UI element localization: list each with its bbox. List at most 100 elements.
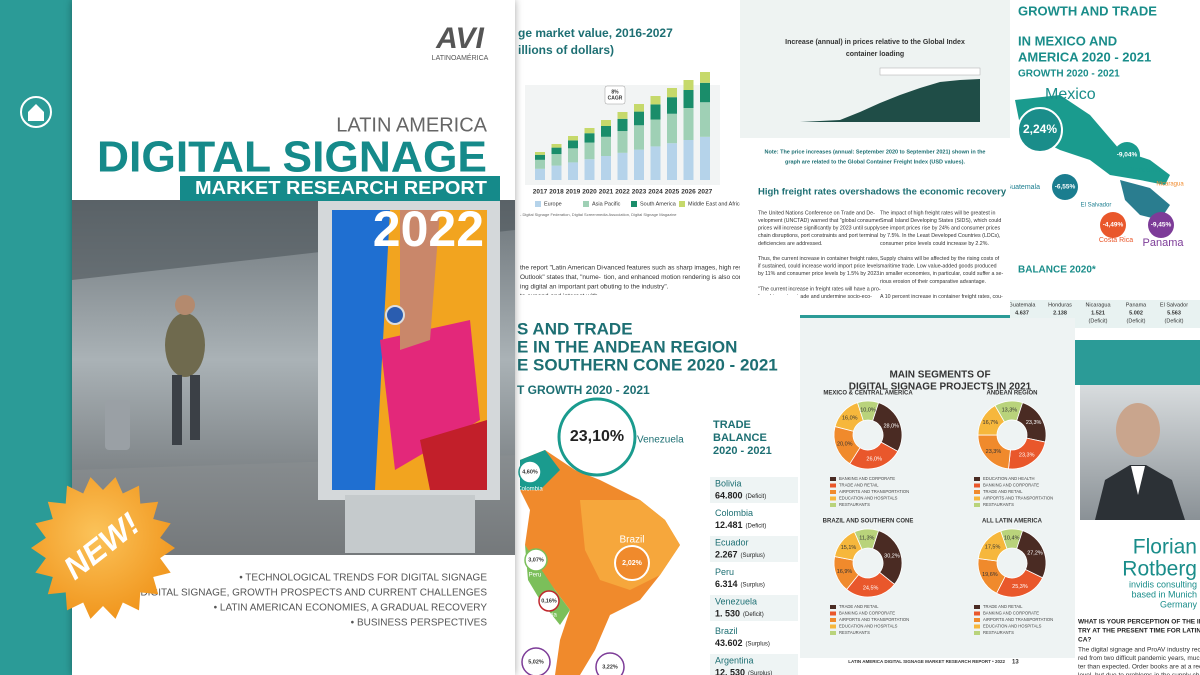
year-label: 2021 <box>599 189 614 196</box>
donut-label: 16,9% <box>837 569 853 575</box>
body-text: rious erosion of their comparative advan… <box>880 279 986 285</box>
balance-amount: 2.138 <box>1053 310 1067 316</box>
donut-segment <box>1000 528 1024 550</box>
bar-segment <box>683 108 694 140</box>
question: TRY AT THE PRESENT TIME FOR LATIN AMERI- <box>1078 628 1200 635</box>
legend-swatch <box>830 624 836 629</box>
bar-segment <box>700 102 710 137</box>
highlight-value: 23,10% <box>570 428 624 445</box>
page-title: GROWTH AND TRADE <box>1018 3 1157 18</box>
bar-segment <box>551 165 562 180</box>
map-country: Brazil <box>619 535 644 546</box>
cover-bullet: • BUSINESS PERSPECTIVES <box>351 618 488 629</box>
country-label: Honduras <box>1130 167 1161 174</box>
bar-segment <box>634 125 644 150</box>
body-text: if sustained, could increase world impor… <box>758 264 881 270</box>
legend-label: EDUCATION AND HOSPITALS <box>839 624 898 629</box>
donut-label: 17,5% <box>985 545 1001 551</box>
body-text: The impact of high freight rates will be… <box>880 210 995 216</box>
bar-segment <box>634 104 644 112</box>
balance-country: El Salvador <box>1160 302 1188 308</box>
legend-label: TRADE AND RETAIL <box>983 604 1023 609</box>
country-label: Guatemala <box>1006 184 1040 191</box>
year-label: 2023 <box>632 189 647 196</box>
donut-label: 26,0% <box>866 457 882 463</box>
bar-segment <box>584 128 595 134</box>
balance-amount: 64.800 (Deficit) <box>715 490 766 500</box>
bar-segment <box>568 148 578 163</box>
balance-country: Bolivia <box>715 478 742 488</box>
donut-label: 23,3% <box>1019 453 1035 459</box>
map-value: 2,02% <box>622 560 643 567</box>
map-value: 4,60% <box>522 469 538 475</box>
year-label: 2018 <box>549 189 564 196</box>
balance-country: Colombia <box>715 508 753 518</box>
donut-label: 25,3% <box>1012 584 1028 590</box>
answer: ter than expected. Order books are at a … <box>1078 664 1200 671</box>
page-title: illions of dollars) <box>518 43 614 57</box>
balance-amount: 6.314 (Surplus) <box>715 579 765 589</box>
body-text: Thus, the current increase in container … <box>758 256 879 262</box>
legend-swatch <box>974 496 980 501</box>
map-country: Peru <box>529 573 542 579</box>
source: - Digital Signage Federation, Digital Sc… <box>520 212 677 217</box>
body-text: maritime trade. Low value-added goods pr… <box>880 264 997 270</box>
donut-title: ALL LATIN AMERICA <box>982 519 1043 525</box>
legend-label: TRADE AND RETAIL <box>839 483 879 488</box>
legend-swatch <box>974 477 980 481</box>
bar-segment <box>667 143 677 180</box>
year-label: 2027 <box>698 189 713 196</box>
bar-segment <box>568 140 578 149</box>
bar-segment <box>601 120 611 126</box>
balance-row <box>710 624 798 651</box>
year-label: 2019 <box>566 189 581 196</box>
bar-segment <box>683 90 694 108</box>
legend-swatch <box>631 201 637 207</box>
balance-country: Venezuela <box>715 596 757 606</box>
body-text: Supply chains will be affected by the ri… <box>880 256 1000 262</box>
donut-label: 10,0% <box>860 407 876 413</box>
map-value: 3,07% <box>528 557 544 563</box>
balance-amount: 1.521 <box>1091 310 1105 316</box>
balance-kind: (Surplus) <box>741 553 765 559</box>
donut-label: 15,1% <box>841 545 857 551</box>
legend-swatch <box>974 611 980 616</box>
legend-swatch <box>830 477 836 481</box>
bar-segment <box>683 80 694 90</box>
legend-label: RESTAURANTS <box>983 630 1014 635</box>
legend-label: Asia Pacific <box>592 201 621 207</box>
balance-title: BALANCE 2020* <box>1018 265 1096 276</box>
bar-segment <box>634 111 644 126</box>
country-label: Costa Rica <box>1099 237 1133 244</box>
donut-label: 11,3% <box>859 535 874 541</box>
bar-segment <box>667 97 677 114</box>
balance-amount: 1. 530 (Deficit) <box>715 608 764 618</box>
bar-segment <box>568 162 578 180</box>
legend-label: AIRPORTS AND TRANSPORTATION <box>839 489 909 494</box>
body-text: deficiencies are addressed. <box>758 241 822 247</box>
page-title: MAIN SEGMENTS OF <box>889 370 990 381</box>
new-badge[interactable]: NEW! <box>31 477 175 619</box>
growth-value: 2,24% <box>1023 122 1057 136</box>
body-text: by 11% and consumer price levels by 1.5%… <box>758 271 881 277</box>
bar-segment <box>584 159 595 180</box>
balance-kind: (Deficit) <box>746 523 767 529</box>
legend-swatch <box>974 490 980 494</box>
legend-label: AIRPORTS AND TRANSPORTATION <box>983 617 1053 622</box>
page-title: E SOUTHERN CONE 2020 - 2021 <box>517 355 778 374</box>
body-text: see import prices rise by 24% and consum… <box>880 226 1000 232</box>
answer: red from two difficult pandemic years, m… <box>1078 655 1200 662</box>
page-title: DIGITAL SIGNAGE PROJECTS IN 2021 <box>849 382 1032 393</box>
sidebar-icon[interactable] <box>20 96 52 128</box>
growth-bubble <box>1148 212 1174 238</box>
legend-label: TRADE AND RETAIL <box>839 604 879 609</box>
bar-segment <box>584 142 595 160</box>
donut-label: 24,5% <box>863 585 879 591</box>
map-value: 5,02% <box>528 659 544 665</box>
legend-swatch <box>974 631 980 635</box>
year-label: 2017 <box>533 189 548 196</box>
person-name: Rotberg <box>1122 558 1197 581</box>
